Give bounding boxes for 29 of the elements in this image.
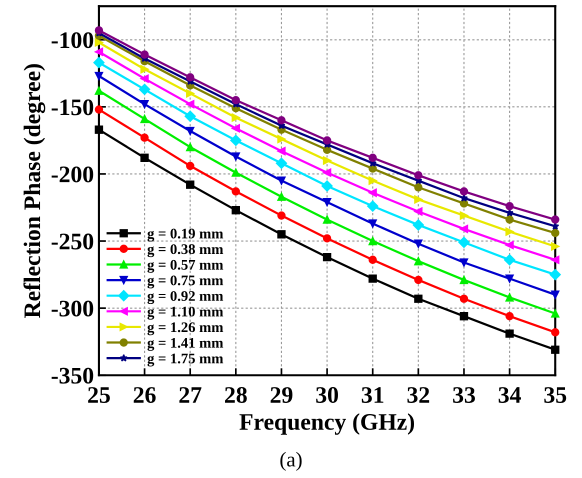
x-tick-label: 26: [134, 387, 156, 403]
y-tick-label: -200: [52, 166, 94, 182]
y-tick-label: -150: [52, 99, 94, 116]
x-tick-label: 25: [88, 387, 110, 403]
x-tick-label: 31: [362, 387, 384, 403]
legend-label: g = 1.41 mm: [147, 338, 224, 351]
x-tick-label: 32: [407, 387, 430, 403]
legend-label: g = 1.10 mm: [147, 306, 224, 320]
y-tick-label: -100: [52, 32, 94, 48]
y-axis-title: Reflection Phase (degree): [23, 64, 46, 318]
y-tick-label: -350: [52, 368, 94, 384]
text: (a): [280, 452, 302, 471]
y-tick-label: -250: [52, 234, 94, 250]
legend-label: g = 0.38 mm: [147, 244, 224, 258]
legend-label: g = 0.75 mm: [147, 275, 224, 288]
x-axis-title: Frequency (GHz): [240, 413, 414, 435]
legend-label: g = 0.19 mm: [147, 228, 224, 242]
x-tick-label: 28: [225, 387, 247, 403]
legend-label: g = 0.57 mm: [147, 260, 224, 273]
x-tick-label: 33: [453, 387, 475, 403]
x-tick-label: 34: [498, 387, 521, 403]
x-tick-label: 35: [544, 387, 566, 403]
legend-label: g = 1.75 mm: [147, 354, 224, 366]
y-tick-label: -300: [52, 300, 94, 317]
legend-label: g = 0.92 mm: [147, 291, 224, 304]
x-tick-label: 30: [316, 387, 338, 403]
x-tick-label: 29: [270, 387, 292, 403]
x-tick-label: 27: [179, 387, 202, 403]
legend-label: g = 1.26 mm: [147, 322, 224, 336]
